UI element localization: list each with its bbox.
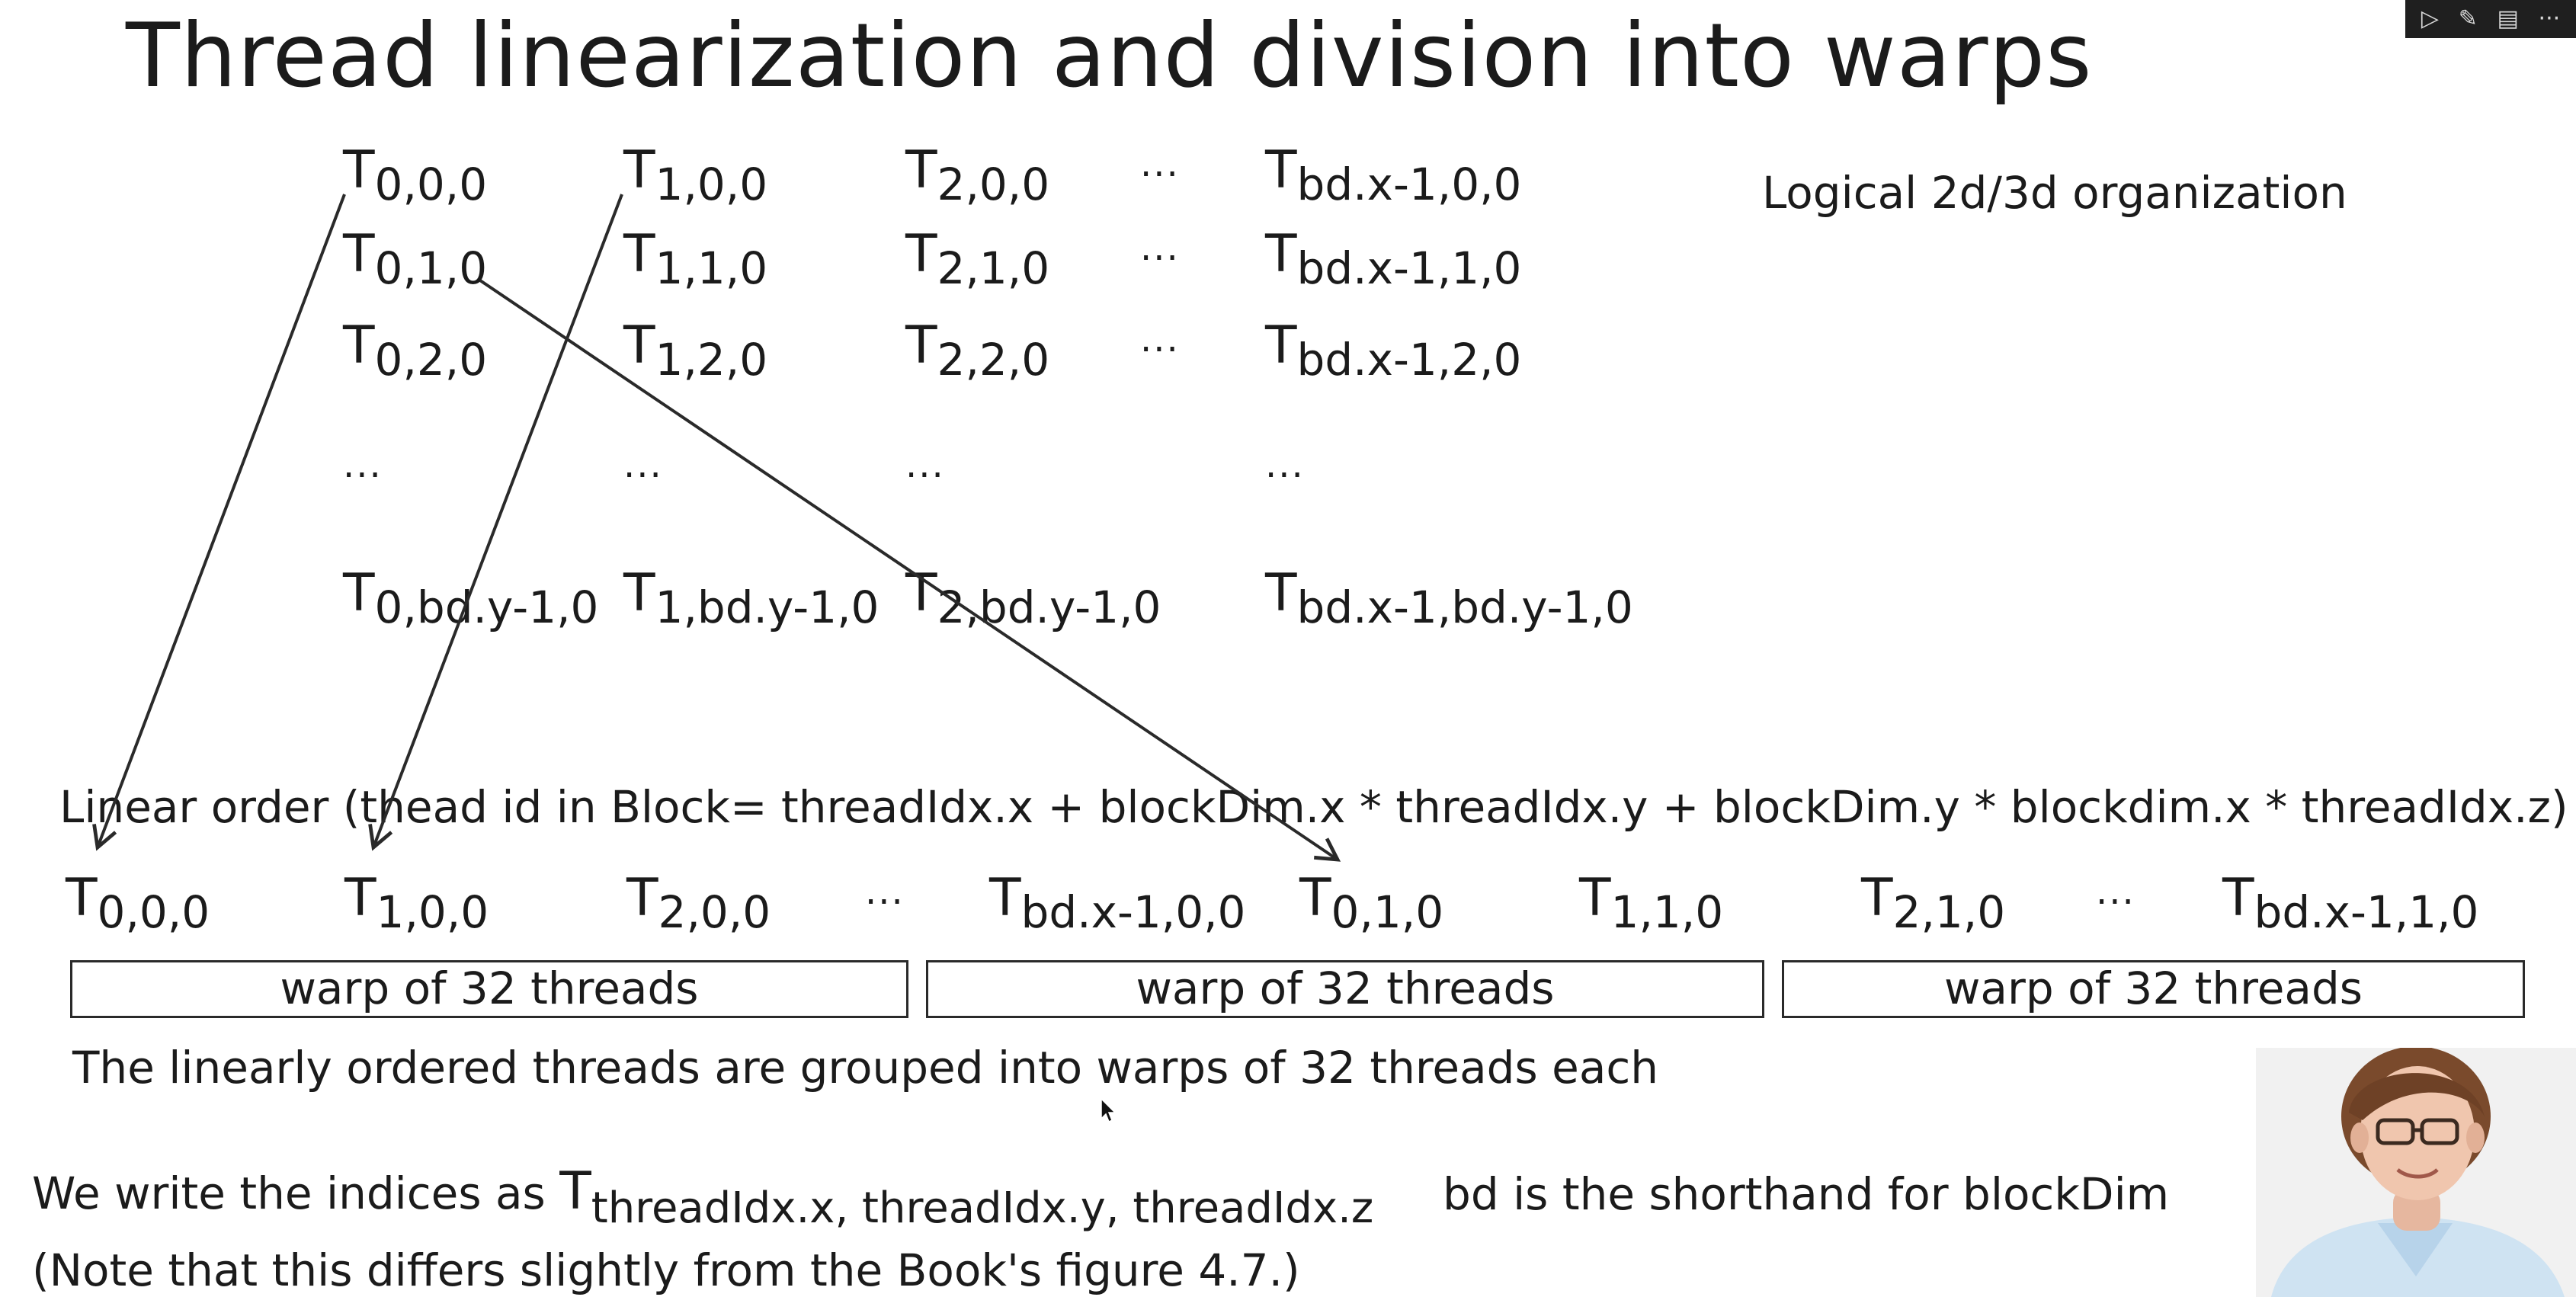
grid-cell: T2,0,0	[905, 140, 1050, 210]
warp-box: warp of 32 threads	[1782, 960, 2525, 1018]
ellipsis: ···	[343, 454, 383, 497]
grid-cell: T1,1,0	[623, 224, 768, 294]
linear-cell: Tbd.x-1,1,0	[2222, 868, 2479, 938]
grid-cell: T2,bd.y-1,0	[905, 563, 1161, 633]
mouse-cursor-icon	[1101, 1097, 1117, 1123]
grid-cell: T0,bd.y-1,0	[343, 563, 599, 633]
linear-cell: T0,1,0	[1299, 868, 1444, 938]
ellipsis: ···	[1265, 454, 1305, 497]
indices-sub: threadIdx.x, threadIdx.y, threadIdx.z	[591, 1183, 1374, 1233]
layout-icon[interactable]: ▤	[2497, 5, 2519, 32]
grid-cell: Tbd.x-1,2,0	[1265, 315, 1522, 386]
grid-cell: T2,1,0	[905, 224, 1050, 294]
ellipsis: ···	[1140, 237, 1180, 280]
warp-box: warp of 32 threads	[926, 960, 1764, 1018]
ellipsis: ···	[1140, 153, 1180, 196]
pen-icon[interactable]: ✎	[2458, 5, 2478, 32]
grid-cell: Tbd.x-1,0,0	[1265, 140, 1522, 210]
grid-cell: T1,2,0	[623, 315, 768, 386]
linear-cell: T2,1,0	[1861, 868, 2006, 938]
presenter-video-icon	[2256, 1048, 2576, 1297]
more-icon[interactable]: ···	[2538, 5, 2561, 32]
grid-cell: Tbd.x-1,bd.y-1,0	[1265, 563, 1633, 633]
arrow-t000	[92, 194, 346, 851]
linear-order-label: Linear order (thead id in Block= threadI…	[59, 781, 2568, 833]
linear-cell: T0,0,0	[66, 868, 210, 938]
grid-cell: T0,0,0	[343, 140, 488, 210]
shorthand-note: bd is the shorthand for blockDim	[1443, 1168, 2170, 1220]
grid-cell: T0,2,0	[343, 315, 488, 386]
linear-cell: T1,0,0	[344, 868, 489, 938]
linear-cell: T1,1,0	[1579, 868, 1724, 938]
indices-base: T	[559, 1161, 591, 1222]
ellipsis: ···	[905, 454, 945, 497]
slide-title: Thread linearization and division into w…	[126, 5, 2093, 107]
ellipsis: ···	[865, 881, 905, 924]
grouping-note: The linearly ordered threads are grouped…	[72, 1042, 1659, 1094]
grid-cell: T2,2,0	[905, 315, 1050, 386]
linear-cell: Tbd.x-1,0,0	[989, 868, 1246, 938]
grid-cell: T1,bd.y-1,0	[623, 563, 879, 633]
logical-organization-label: Logical 2d/3d organization	[1762, 167, 2347, 219]
grid-cell: T1,0,0	[623, 140, 768, 210]
ellipsis: ···	[2096, 881, 2135, 924]
linear-cell: T2,0,0	[626, 868, 771, 938]
presenter-webcam	[2256, 1048, 2576, 1297]
warp-box: warp of 32 threads	[70, 960, 908, 1018]
grid-cell: T0,1,0	[343, 224, 488, 294]
indices-prefix: We write the indices as	[32, 1167, 546, 1219]
arrow-t010	[479, 279, 1341, 862]
book-note: (Note that this differs slightly from th…	[32, 1244, 1300, 1296]
ellipsis: ···	[623, 454, 663, 497]
play-icon[interactable]: ▷	[2421, 5, 2439, 32]
indices-note: We write the indices as TthreadIdx.x, th…	[32, 1166, 1373, 1230]
arrow-t100	[368, 194, 623, 851]
ellipsis: ···	[1140, 328, 1180, 371]
presentation-toolbar: ▷ ✎ ▤ ···	[2405, 0, 2576, 38]
grid-cell: Tbd.x-1,1,0	[1265, 224, 1522, 294]
